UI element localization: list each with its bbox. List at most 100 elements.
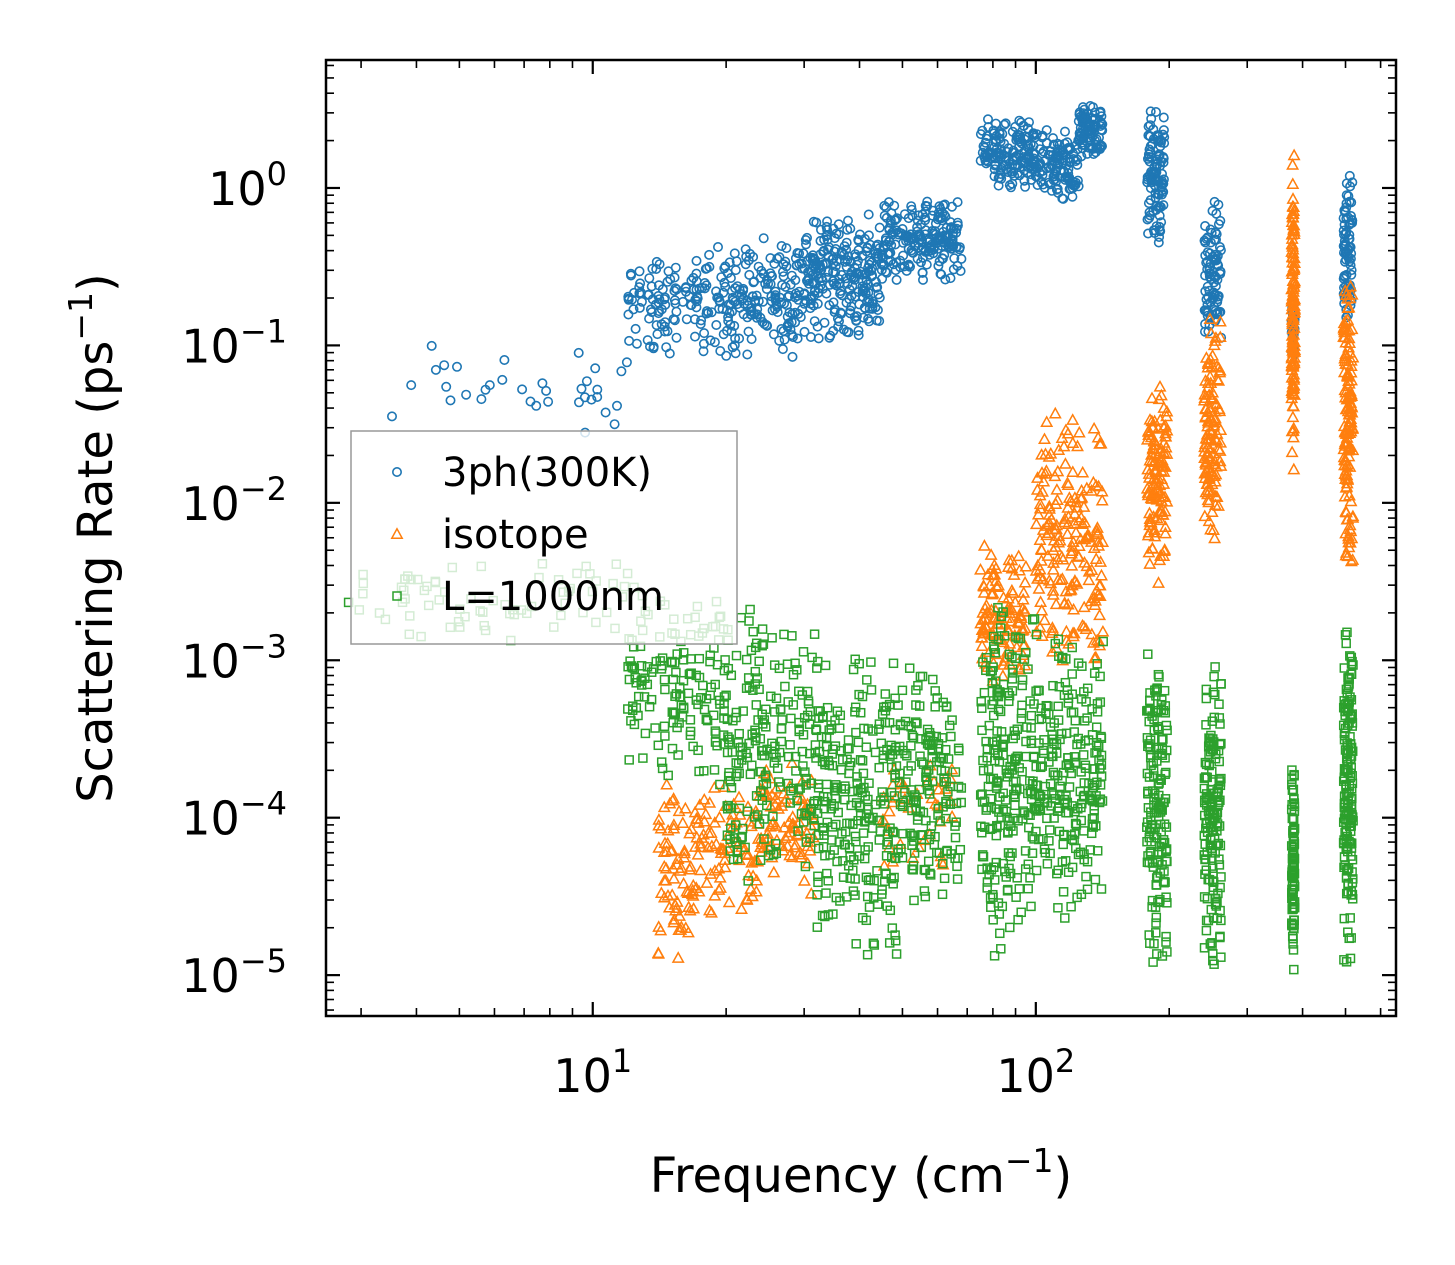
data-point [1287,462,1301,475]
data-point [759,814,769,824]
data-point [659,326,670,337]
data-point [920,891,931,902]
data-point [1043,502,1056,514]
data-point [987,699,997,710]
data-point [812,808,823,819]
data-point [1028,751,1039,762]
data-point [1053,701,1063,712]
data-point [833,219,844,230]
data-point [636,296,647,307]
data-point [1144,716,1154,727]
data-point [1080,530,1094,543]
data-point [1048,767,1059,778]
data-point [697,792,711,805]
data-point [1006,586,1020,598]
data-point [804,719,815,729]
data-point [1288,351,1302,363]
data-point [662,900,676,913]
data-point [1205,414,1218,426]
data-point [1034,834,1044,845]
data-point [1155,160,1166,171]
data-point [1149,173,1160,184]
data-point [1203,312,1217,324]
data-point [1143,649,1153,659]
data-point [1155,494,1169,507]
data-point [1079,826,1089,836]
data-point [996,944,1006,954]
data-point [1049,497,1063,510]
data-point [854,229,865,240]
data-point [936,857,950,870]
data-point [1023,859,1034,870]
data-point [900,787,910,798]
data-point [1004,696,1014,707]
data-point [1063,759,1074,769]
data-point [1159,132,1170,143]
data-point [979,687,990,698]
data-point [757,640,767,651]
data-point [669,658,680,668]
data-point [924,789,935,799]
data-point [682,900,696,913]
data-point [445,395,456,406]
data-point [751,290,762,301]
data-point [925,868,935,879]
data-point [1079,778,1090,788]
y-tick-labels: 100 10−1 10−2 10−3 10−4 10−5 [181,155,287,1003]
data-point [889,791,900,801]
data-point [712,861,726,874]
data-point [1153,847,1163,857]
data-point [875,826,886,836]
data-point [783,318,794,329]
data-point [1095,568,1108,581]
data-point [879,200,890,211]
data-point [728,715,738,726]
data-point [769,258,780,269]
data-point [1082,884,1093,895]
data-point [1058,457,1072,469]
data-point [644,273,655,284]
data-point [936,765,947,776]
data-point [1077,137,1088,148]
data-point [573,347,584,358]
data-point [537,378,548,389]
data-point [751,638,762,649]
data-point [1017,766,1027,777]
data-point [832,856,842,867]
data-point [771,848,782,859]
data-point [746,645,757,656]
data-point [1095,697,1106,707]
data-point [686,300,697,311]
data-point [786,270,797,281]
data-point [882,804,896,817]
data-point [1286,334,1300,347]
data-point [1031,558,1045,571]
data-point [786,810,800,822]
data-point [801,837,812,847]
data-point [747,729,757,740]
data-point [898,828,908,839]
data-point [754,656,764,667]
data-point [1203,806,1214,817]
data-point [624,335,635,346]
data-point [874,719,885,729]
data-point [952,197,963,208]
data-point [1090,780,1100,791]
data-point [1055,431,1069,443]
data-point [776,736,787,747]
data-point [1079,790,1090,801]
data-point [689,331,700,342]
data-point [830,261,841,272]
data-point [1097,796,1108,806]
data-point [644,313,655,324]
data-point [1087,704,1097,714]
data-point [1343,518,1357,531]
data-point [819,796,830,807]
data-point [724,737,734,747]
data-point [625,656,635,666]
data-point [933,260,944,271]
data-point [886,795,899,808]
data-point [777,266,788,277]
data-point [654,923,668,936]
data-point [1289,902,1300,913]
